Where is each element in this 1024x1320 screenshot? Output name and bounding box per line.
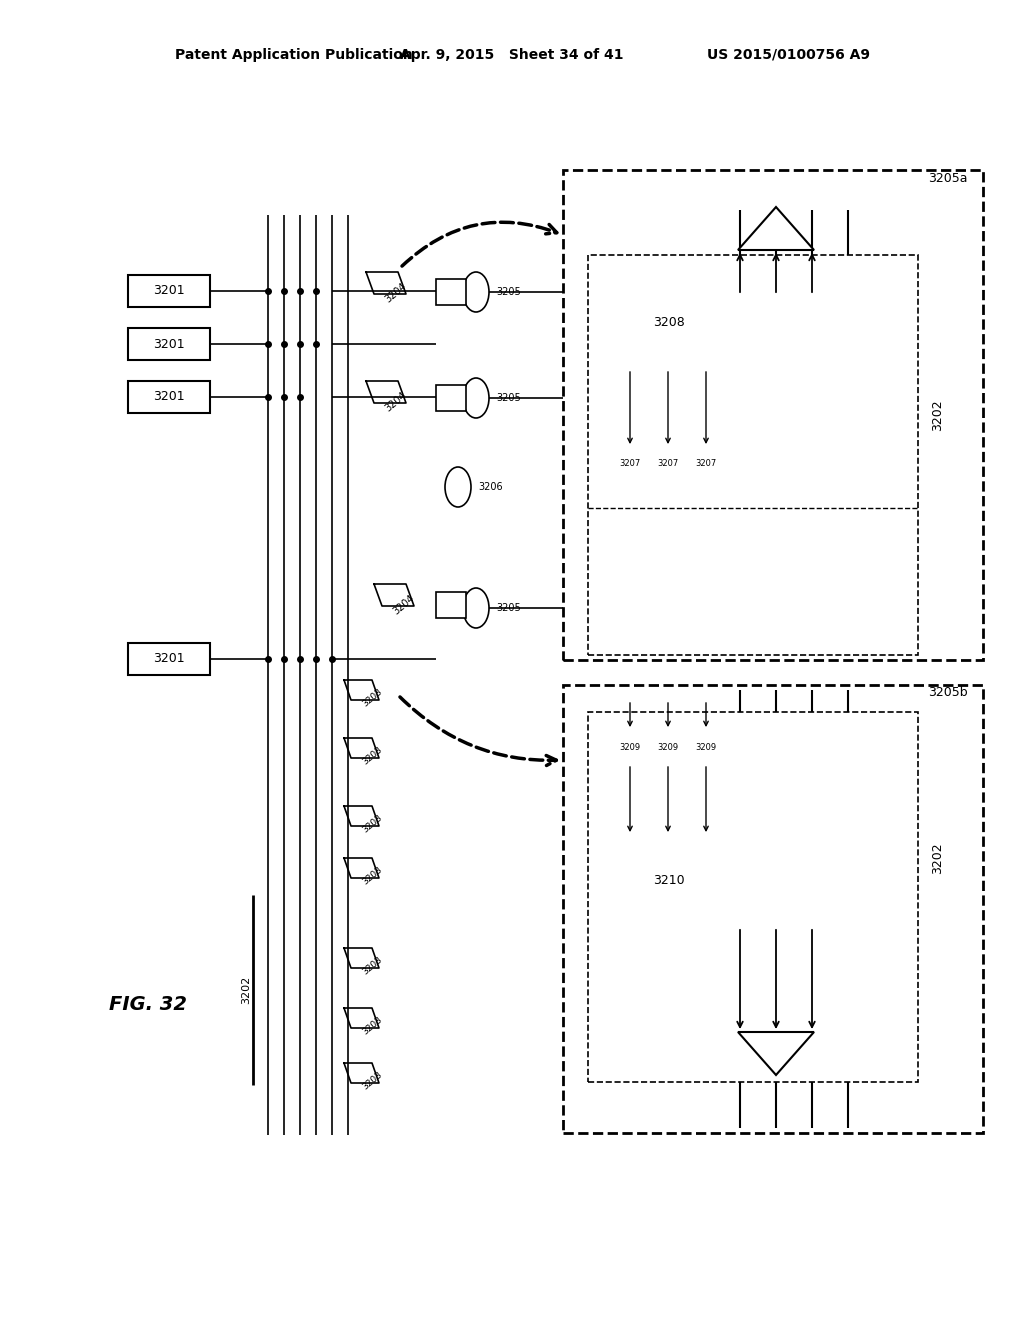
Bar [608,277,730,370]
Text: 3201: 3201 [154,285,184,297]
Bar [686,730,726,764]
Text: Patent Application Publication: Patent Application Publication [175,48,413,62]
Bar [128,275,210,308]
Text: 3202: 3202 [932,842,944,874]
Text: 3203: 3203 [360,813,384,834]
Ellipse shape [445,467,471,507]
Text: 3207: 3207 [657,459,679,469]
Text: 3206: 3206 [478,482,503,492]
Text: Apr. 9, 2015   Sheet 34 of 41: Apr. 9, 2015 Sheet 34 of 41 [400,48,624,62]
Polygon shape [738,1032,814,1074]
Text: 3202: 3202 [241,975,251,1005]
Bar [648,730,688,764]
Text: 3201: 3201 [154,391,184,404]
Text: 3203: 3203 [360,1015,384,1036]
FancyArrowPatch shape [400,697,556,766]
Text: 3203: 3203 [360,1071,384,1092]
Bar [436,591,466,618]
Text: 3203: 3203 [360,746,384,767]
Text: 3204: 3204 [383,281,409,305]
Text: 3203: 3203 [360,956,384,977]
Bar [588,255,918,655]
Bar [610,447,650,480]
Text: 3205: 3205 [496,393,521,403]
Text: 3209: 3209 [657,742,679,751]
Text: 3202: 3202 [932,399,944,430]
Text: 3209: 3209 [695,742,717,751]
FancyArrowPatch shape [402,222,557,267]
Text: 3210: 3210 [653,874,685,887]
Bar [563,685,983,1133]
Text: 3209: 3209 [620,742,641,751]
Text: 3205a: 3205a [929,172,968,185]
Text: 3205b: 3205b [929,686,968,700]
Text: 3204: 3204 [391,593,417,616]
Bar [128,381,210,413]
Text: 3203: 3203 [360,865,384,887]
Text: 3205: 3205 [496,286,521,297]
Text: FIG. 32: FIG. 32 [109,995,187,1015]
Ellipse shape [463,378,489,418]
Text: 3204: 3204 [383,391,409,413]
Text: US 2015/0100756 A9: US 2015/0100756 A9 [707,48,870,62]
Bar [128,327,210,360]
Bar [128,643,210,675]
Text: 3203: 3203 [360,688,384,709]
Bar [648,447,688,480]
Text: 3201: 3201 [154,338,184,351]
Polygon shape [738,207,814,249]
Bar [608,836,730,927]
Ellipse shape [463,587,489,628]
Bar [686,447,726,480]
Text: 3208: 3208 [653,317,685,330]
Bar [436,279,466,305]
Text: 3207: 3207 [620,459,641,469]
Bar [563,170,983,660]
Text: 3207: 3207 [695,459,717,469]
Text: 3205: 3205 [496,603,521,612]
Bar [588,711,918,1082]
Ellipse shape [463,272,489,312]
Bar [610,730,650,764]
Text: 3201: 3201 [154,652,184,665]
Bar [436,385,466,411]
